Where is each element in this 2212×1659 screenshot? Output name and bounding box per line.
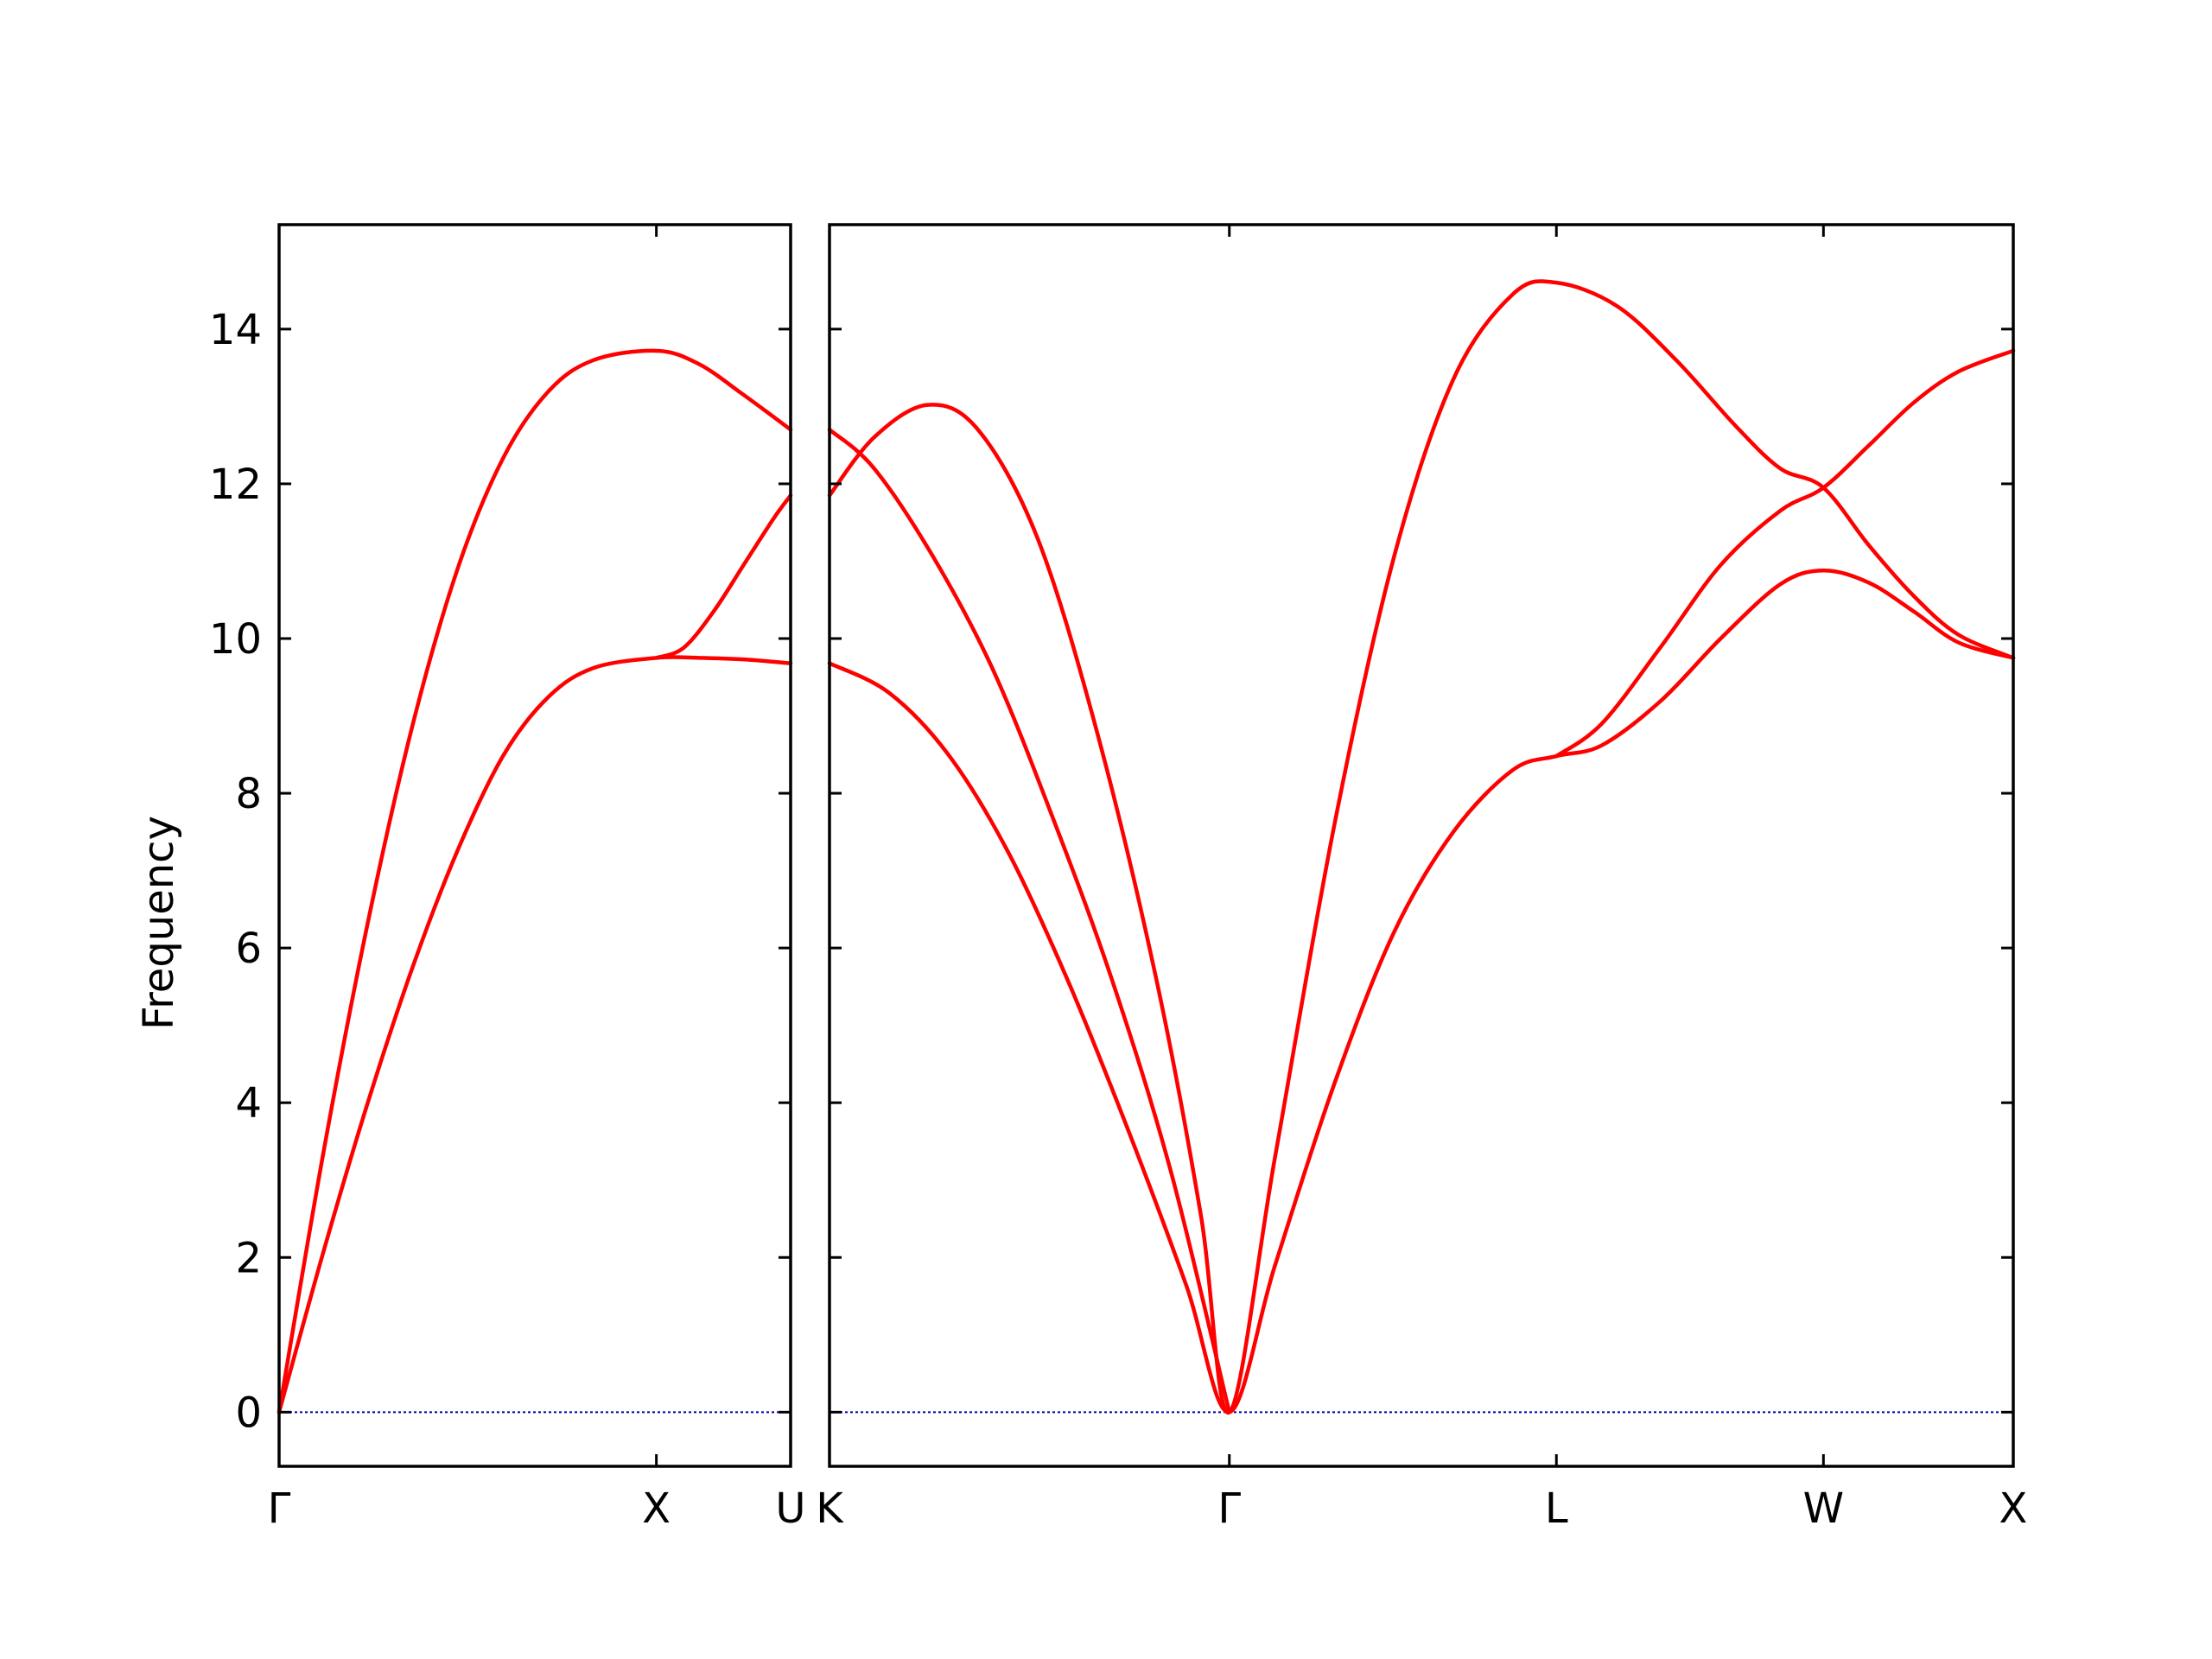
x-tick-label: Γ [268,1484,291,1533]
band-branch-4 [1554,348,2016,759]
y-tick-label: 4 [235,1079,262,1128]
band-branch-1 [827,279,2016,1414]
plot-panels: 0 2 4 6 8 10 12 14 Γ X U K Γ L W X [209,223,2028,1533]
y-tick-label: 10 [209,615,262,664]
y-tick-label: 12 [209,461,262,509]
x-tick-label: W [1803,1484,1844,1533]
plot-frame [828,223,2015,1468]
band-branch-2 [276,655,793,1414]
band-branch-3 [654,493,793,660]
x-tick-label: L [1545,1484,1568,1533]
x-tick-label: X [1999,1484,2028,1533]
y-tick-label: 2 [235,1234,262,1282]
band-branch-1 [276,348,793,1414]
x-tick-label: X [642,1484,671,1533]
y-tick-label: 14 [209,306,262,354]
panel-1: 0 2 4 6 8 10 12 14 Γ X U [209,223,806,1533]
x-tick-label: Γ [1217,1484,1241,1533]
x-tick-label: U [775,1484,805,1533]
plot-frame [277,223,792,1468]
band-branch-3 [827,568,2016,1414]
y-axis-label: Frequency [135,816,183,1030]
y-tick-label: 8 [235,770,262,818]
y-tick-label: 0 [235,1389,262,1437]
x-tick-label: K [816,1484,844,1533]
y-tick-label: 6 [235,925,262,973]
band-branch-2 [827,428,1231,1414]
